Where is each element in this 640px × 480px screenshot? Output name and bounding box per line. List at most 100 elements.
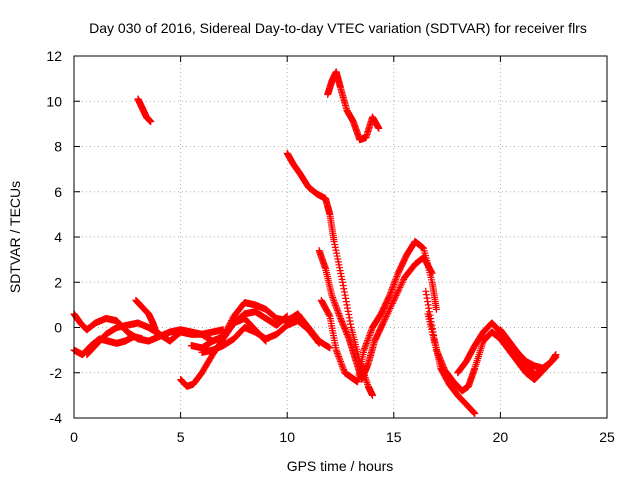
data-point: [147, 118, 155, 126]
data-point: [383, 311, 391, 319]
data-point: [364, 335, 372, 343]
data-point: [335, 354, 343, 362]
data-point: [395, 285, 403, 293]
data-point: [380, 317, 388, 325]
data-point: [386, 292, 394, 300]
x-tick-label: 0: [70, 429, 78, 445]
data-point: [391, 277, 399, 285]
series-arc-p: [496, 326, 556, 372]
y-tick-label: 12: [46, 48, 62, 64]
data-point: [368, 391, 376, 399]
chart-title: Day 030 of 2016, Sidereal Day-to-day VTE…: [89, 20, 587, 36]
data-point: [342, 298, 350, 306]
data-point: [388, 300, 396, 308]
data-point: [325, 311, 333, 319]
data-point: [381, 316, 389, 324]
data-point: [329, 293, 337, 301]
data-point: [345, 314, 353, 322]
data-point: [387, 287, 395, 295]
y-tick-label: -4: [50, 410, 63, 426]
data-point: [315, 339, 323, 347]
data-point: [332, 303, 340, 311]
data-point: [339, 278, 347, 286]
data-point: [471, 409, 479, 417]
y-tick-label: 6: [54, 184, 62, 200]
y-tick-label: 8: [54, 139, 62, 155]
data-point: [384, 308, 392, 316]
data-point: [333, 306, 341, 314]
data-point: [333, 305, 341, 313]
data-point: [340, 285, 348, 293]
data-point: [341, 291, 349, 299]
data-point: [336, 313, 344, 321]
x-axis-label: GPS time / hours: [287, 458, 394, 474]
data-point: [340, 288, 348, 296]
data-point: [333, 348, 341, 356]
data-point: [384, 309, 392, 317]
data-point: [399, 277, 407, 285]
data-point: [343, 301, 351, 309]
data-point: [335, 353, 343, 361]
y-tick-label: -2: [50, 365, 63, 381]
data-point: [387, 303, 395, 311]
data-point: [470, 408, 478, 416]
data-point: [391, 295, 399, 303]
data-point: [365, 332, 373, 340]
series-arc-a: [70, 310, 227, 345]
data-point: [425, 304, 433, 312]
data-point: [337, 359, 345, 367]
data-point: [424, 297, 432, 305]
data-point: [386, 290, 394, 298]
data-point: [386, 304, 394, 312]
data-point: [345, 311, 353, 319]
y-axis-label: SDTVAR / TECUs: [7, 181, 23, 293]
data-point: [338, 362, 346, 370]
data-point: [340, 366, 348, 374]
data-point: [385, 306, 393, 314]
data-point: [330, 298, 338, 306]
axis-ticks: 0 5 10 15 20 25 -4 -2 0 2 4 6 8 10 12: [46, 48, 615, 445]
data-point: [470, 409, 478, 417]
x-tick-label: 20: [493, 429, 509, 445]
series-arc-l: [317, 238, 440, 386]
data-point: [392, 292, 400, 300]
data-point: [389, 284, 397, 292]
data-point: [138, 335, 146, 343]
data-point: [339, 364, 347, 372]
data-point: [394, 287, 402, 295]
data-point: [432, 305, 440, 313]
data-point: [381, 314, 389, 322]
data-point: [332, 302, 340, 310]
data-point: [336, 356, 344, 364]
y-tick-label: 2: [54, 274, 62, 290]
series-arc-k: [315, 247, 436, 384]
data-point: [363, 338, 371, 346]
data-point: [389, 298, 397, 306]
data-point: [423, 294, 431, 302]
data-point: [155, 330, 163, 338]
data-point: [342, 294, 350, 302]
data-point: [334, 308, 342, 316]
data-point: [333, 349, 341, 357]
data-point: [364, 336, 372, 344]
data-point: [329, 295, 337, 303]
series-arc-h: [198, 317, 323, 356]
data-point: [387, 289, 395, 297]
data-point: [331, 300, 339, 308]
data-point: [346, 317, 354, 325]
data-point: [361, 345, 369, 353]
plot-series: [70, 68, 560, 417]
data-point: [396, 283, 404, 291]
series-arc-d: [134, 95, 155, 126]
data-point: [382, 313, 390, 321]
data-point: [390, 296, 398, 304]
data-point: [360, 346, 368, 354]
data-point: [552, 353, 560, 361]
data-point: [393, 290, 401, 298]
data-point: [335, 310, 343, 318]
series-arc-j: [324, 68, 383, 144]
data-point: [365, 333, 373, 341]
data-point: [392, 274, 400, 282]
data-point: [422, 291, 430, 299]
